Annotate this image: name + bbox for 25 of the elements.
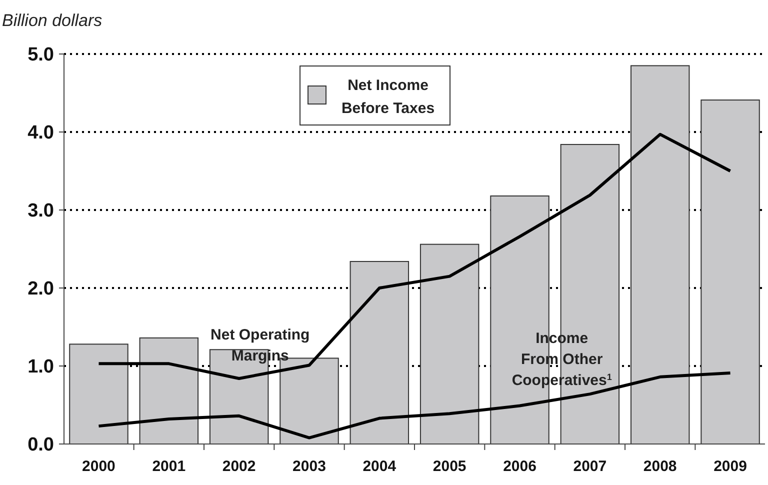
bar (700, 100, 760, 444)
x-tick-label: 2008 (643, 458, 677, 475)
x-tick-label: 2004 (362, 458, 397, 475)
x-tick-label: 2001 (152, 458, 186, 475)
x-tick-label: 2006 (503, 458, 536, 475)
bar (139, 337, 199, 444)
y-tick-label: 2.0 (28, 278, 54, 300)
legend-label: Net Income Before Taxes (341, 77, 435, 117)
bar (420, 244, 480, 444)
y-tick-label: 3.0 (28, 200, 54, 222)
y-tick-label: 4.0 (28, 122, 54, 144)
y-tick-label: 0.0 (28, 434, 54, 456)
x-tick-label: 2009 (714, 458, 747, 475)
x-tick-label: 2007 (573, 458, 607, 475)
x-tick-label: 2005 (432, 458, 466, 475)
bar (350, 260, 410, 444)
y-axis-title: Billion dollars (2, 11, 103, 30)
line-series (97, 372, 732, 440)
bar (630, 65, 690, 444)
x-tick-label: 2002 (222, 458, 256, 475)
x-tick-label: 2003 (292, 458, 326, 475)
bar (69, 344, 128, 444)
x-tick-label: 2000 (82, 458, 116, 475)
y-tick-label: 5.0 (28, 44, 54, 66)
y-tick-label: 1.0 (28, 356, 54, 378)
